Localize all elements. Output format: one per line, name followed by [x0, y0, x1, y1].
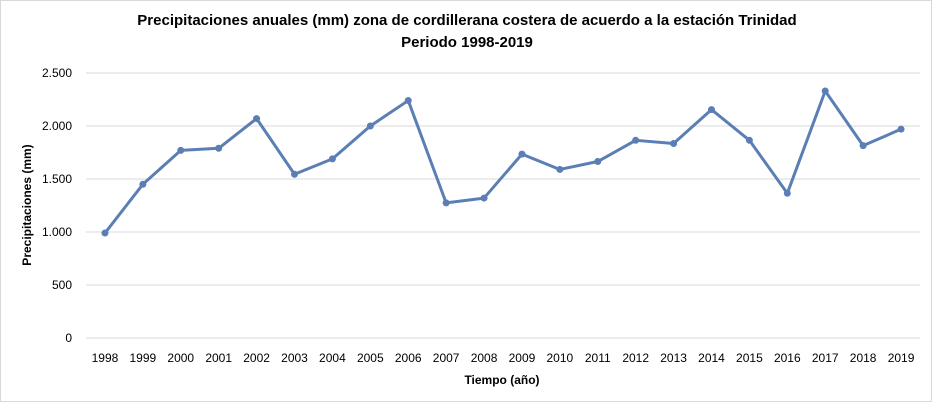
data-point: [177, 146, 185, 154]
x-tick-label: 2002: [243, 351, 270, 365]
x-tick-label: 2008: [471, 351, 498, 365]
y-tick-label: 2.000: [42, 119, 72, 133]
x-axis-label: Tiempo (año): [464, 373, 539, 387]
y-tick-label: 500: [52, 278, 72, 292]
x-tick-label: 2001: [205, 351, 232, 365]
chart-title-line-2: Periodo 1998-2019: [401, 34, 533, 51]
data-point: [215, 144, 223, 152]
data-point: [328, 155, 336, 163]
x-tick-label: 2018: [850, 351, 877, 365]
gridlines: [86, 72, 920, 339]
data-point: [442, 199, 450, 207]
x-tick-label: 2017: [812, 351, 839, 365]
data-point: [480, 194, 488, 202]
x-tick-label: 2004: [319, 351, 346, 365]
chart-title-line-1: Precipitaciones anuales (mm) zona de cor…: [137, 12, 797, 29]
y-axis-label: Precipitaciones (mm): [20, 144, 34, 265]
x-tick-label: 2007: [433, 351, 460, 365]
x-tick-label: 2000: [167, 351, 194, 365]
series-line: [103, 89, 902, 234]
data-point: [556, 165, 564, 173]
x-tick-label: 2014: [698, 351, 725, 365]
x-tick-label: 2006: [395, 351, 422, 365]
x-tick-label: 2019: [888, 351, 915, 365]
data-point: [745, 136, 753, 144]
y-tick-label: 2.500: [42, 66, 72, 80]
data-point: [670, 139, 678, 147]
x-tick-label: 2011: [585, 351, 611, 365]
y-axis-ticks: 0 500 1.000 1.500 2.000 2.500: [42, 66, 72, 345]
x-tick-label: 2015: [736, 351, 763, 365]
x-tick-label: 2016: [774, 351, 801, 365]
data-point: [366, 122, 374, 130]
data-point: [291, 170, 298, 178]
data-point: [101, 229, 109, 237]
data-point: [253, 115, 261, 123]
y-tick-label: 1.500: [42, 172, 72, 186]
x-axis-ticks: 1998 1999 2000 2001 2002 2003 2004 2005 2006 2007…: [92, 351, 915, 365]
data-point: [821, 87, 829, 95]
data-point: [783, 189, 791, 197]
data-points: [101, 87, 905, 237]
data-point: [897, 125, 905, 133]
x-tick-label: 2003: [281, 351, 308, 365]
data-point: [594, 158, 602, 166]
x-tick-label: 2010: [547, 351, 574, 365]
chart-title: Precipitaciones anuales (mm) zona de cor…: [0, 10, 934, 54]
data-point: [708, 106, 715, 114]
data-point: [518, 150, 526, 158]
y-tick-label: 0: [65, 331, 72, 345]
x-tick-label: 1998: [92, 351, 119, 365]
x-tick-label: 2012: [622, 351, 649, 365]
data-point: [404, 97, 412, 105]
x-tick-label: 1999: [130, 351, 157, 365]
x-tick-label: 2005: [357, 351, 384, 365]
data-point: [859, 142, 867, 150]
x-tick-label: 2013: [660, 351, 687, 365]
data-point: [632, 136, 640, 144]
y-tick-label: 1.000: [42, 225, 72, 239]
x-tick-label: 2009: [509, 351, 536, 365]
data-point: [139, 180, 147, 188]
